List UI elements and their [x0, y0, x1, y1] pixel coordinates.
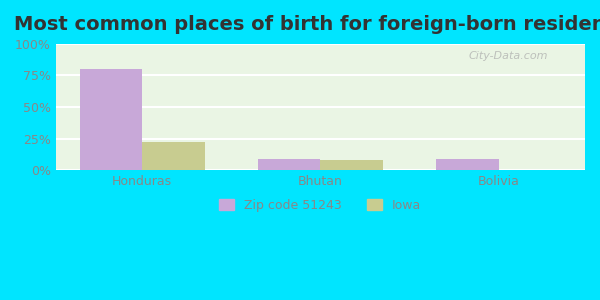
- Bar: [142, 142, 205, 170]
- Bar: [258, 159, 320, 170]
- Bar: [499, 169, 561, 170]
- Legend: Zip code 51243, Iowa: Zip code 51243, Iowa: [214, 194, 427, 217]
- Title: Most common places of birth for foreign-born residents: Most common places of birth for foreign-…: [14, 15, 600, 34]
- Bar: [320, 160, 383, 170]
- Text: City-Data.com: City-Data.com: [469, 51, 548, 61]
- Bar: [436, 159, 499, 170]
- Bar: [80, 69, 142, 170]
